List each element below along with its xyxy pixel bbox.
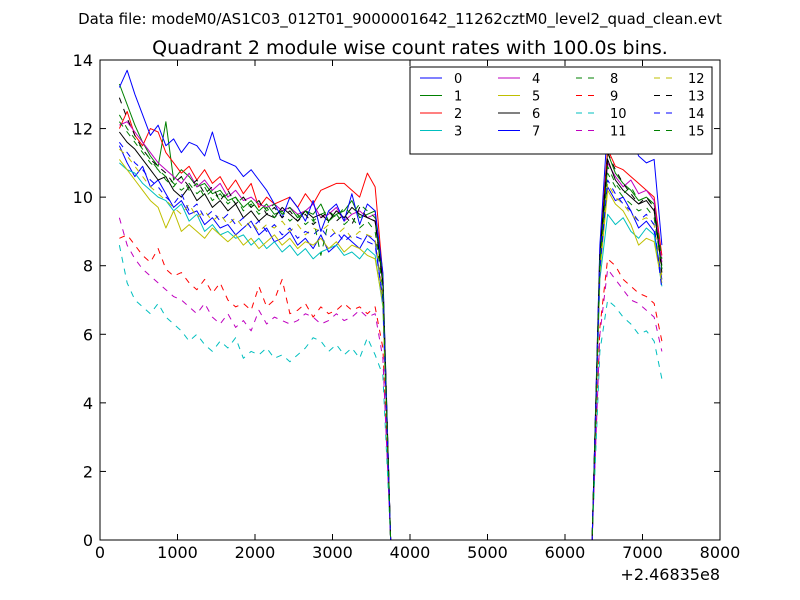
- y-tick-label: 12: [73, 120, 93, 139]
- y-tick-label: 14: [73, 51, 93, 70]
- x-tick-label: 4000: [390, 543, 431, 562]
- series-line-7: [118, 69, 663, 540]
- legend-label-0: 0: [454, 72, 462, 87]
- legend-label-9: 9: [610, 90, 618, 105]
- legend-label-2: 2: [454, 107, 462, 122]
- x-tick-label: 0: [95, 543, 105, 562]
- x-tick-label: 8000: [700, 543, 741, 562]
- legend-label-11: 11: [610, 125, 627, 140]
- y-tick-label: 2: [83, 462, 93, 481]
- y-tick-label: 4: [83, 394, 93, 413]
- legend-label-14: 14: [688, 107, 705, 122]
- x-axis: 0 1000 2000 3000 4000 5000 6000 7000 8000: [95, 60, 740, 562]
- legend-label-7: 7: [532, 125, 540, 140]
- x-tick-label: 7000: [622, 543, 663, 562]
- series-line-12: [119, 148, 663, 540]
- y-tick-label: 0: [83, 531, 93, 550]
- series-line-14: [118, 141, 663, 540]
- legend-label-3: 3: [454, 125, 462, 140]
- legend-label-1: 1: [454, 90, 462, 105]
- series-line-9: [119, 234, 663, 540]
- legend-label-4: 4: [532, 72, 540, 87]
- x-tick-label: 3000: [312, 543, 353, 562]
- x-tick-label: 2000: [235, 543, 276, 562]
- x-offset-label: +2.46835e8: [620, 565, 720, 584]
- series-layer: [118, 69, 663, 540]
- series-line-3: [119, 162, 663, 540]
- x-tick-label: 6000: [545, 543, 586, 562]
- series-line-13: [118, 97, 663, 540]
- legend-label-12: 12: [688, 72, 705, 87]
- x-tick-label: 1000: [157, 543, 198, 562]
- x-tick-label: 5000: [467, 543, 508, 562]
- chart-title: Quadrant 2 module wise count rates with …: [152, 37, 668, 59]
- legend-label-8: 8: [610, 72, 618, 87]
- series-line-15: [118, 114, 663, 540]
- legend-label-15: 15: [688, 125, 705, 140]
- legend-label-6: 6: [532, 107, 540, 122]
- legend-label-5: 5: [532, 90, 540, 105]
- legend-frame: [409, 66, 713, 155]
- legend-label-13: 13: [688, 90, 705, 105]
- series-line-10: [118, 245, 663, 540]
- y-tick-label: 8: [83, 257, 93, 276]
- figure-suptitle: Data file: modeM0/AS1C03_012T01_90000016…: [78, 10, 722, 29]
- y-tick-label: 6: [83, 325, 93, 344]
- series-line-8: [118, 121, 663, 540]
- series-line-5: [118, 159, 663, 540]
- y-tick-label: 10: [73, 188, 93, 207]
- legend-label-10: 10: [610, 107, 627, 122]
